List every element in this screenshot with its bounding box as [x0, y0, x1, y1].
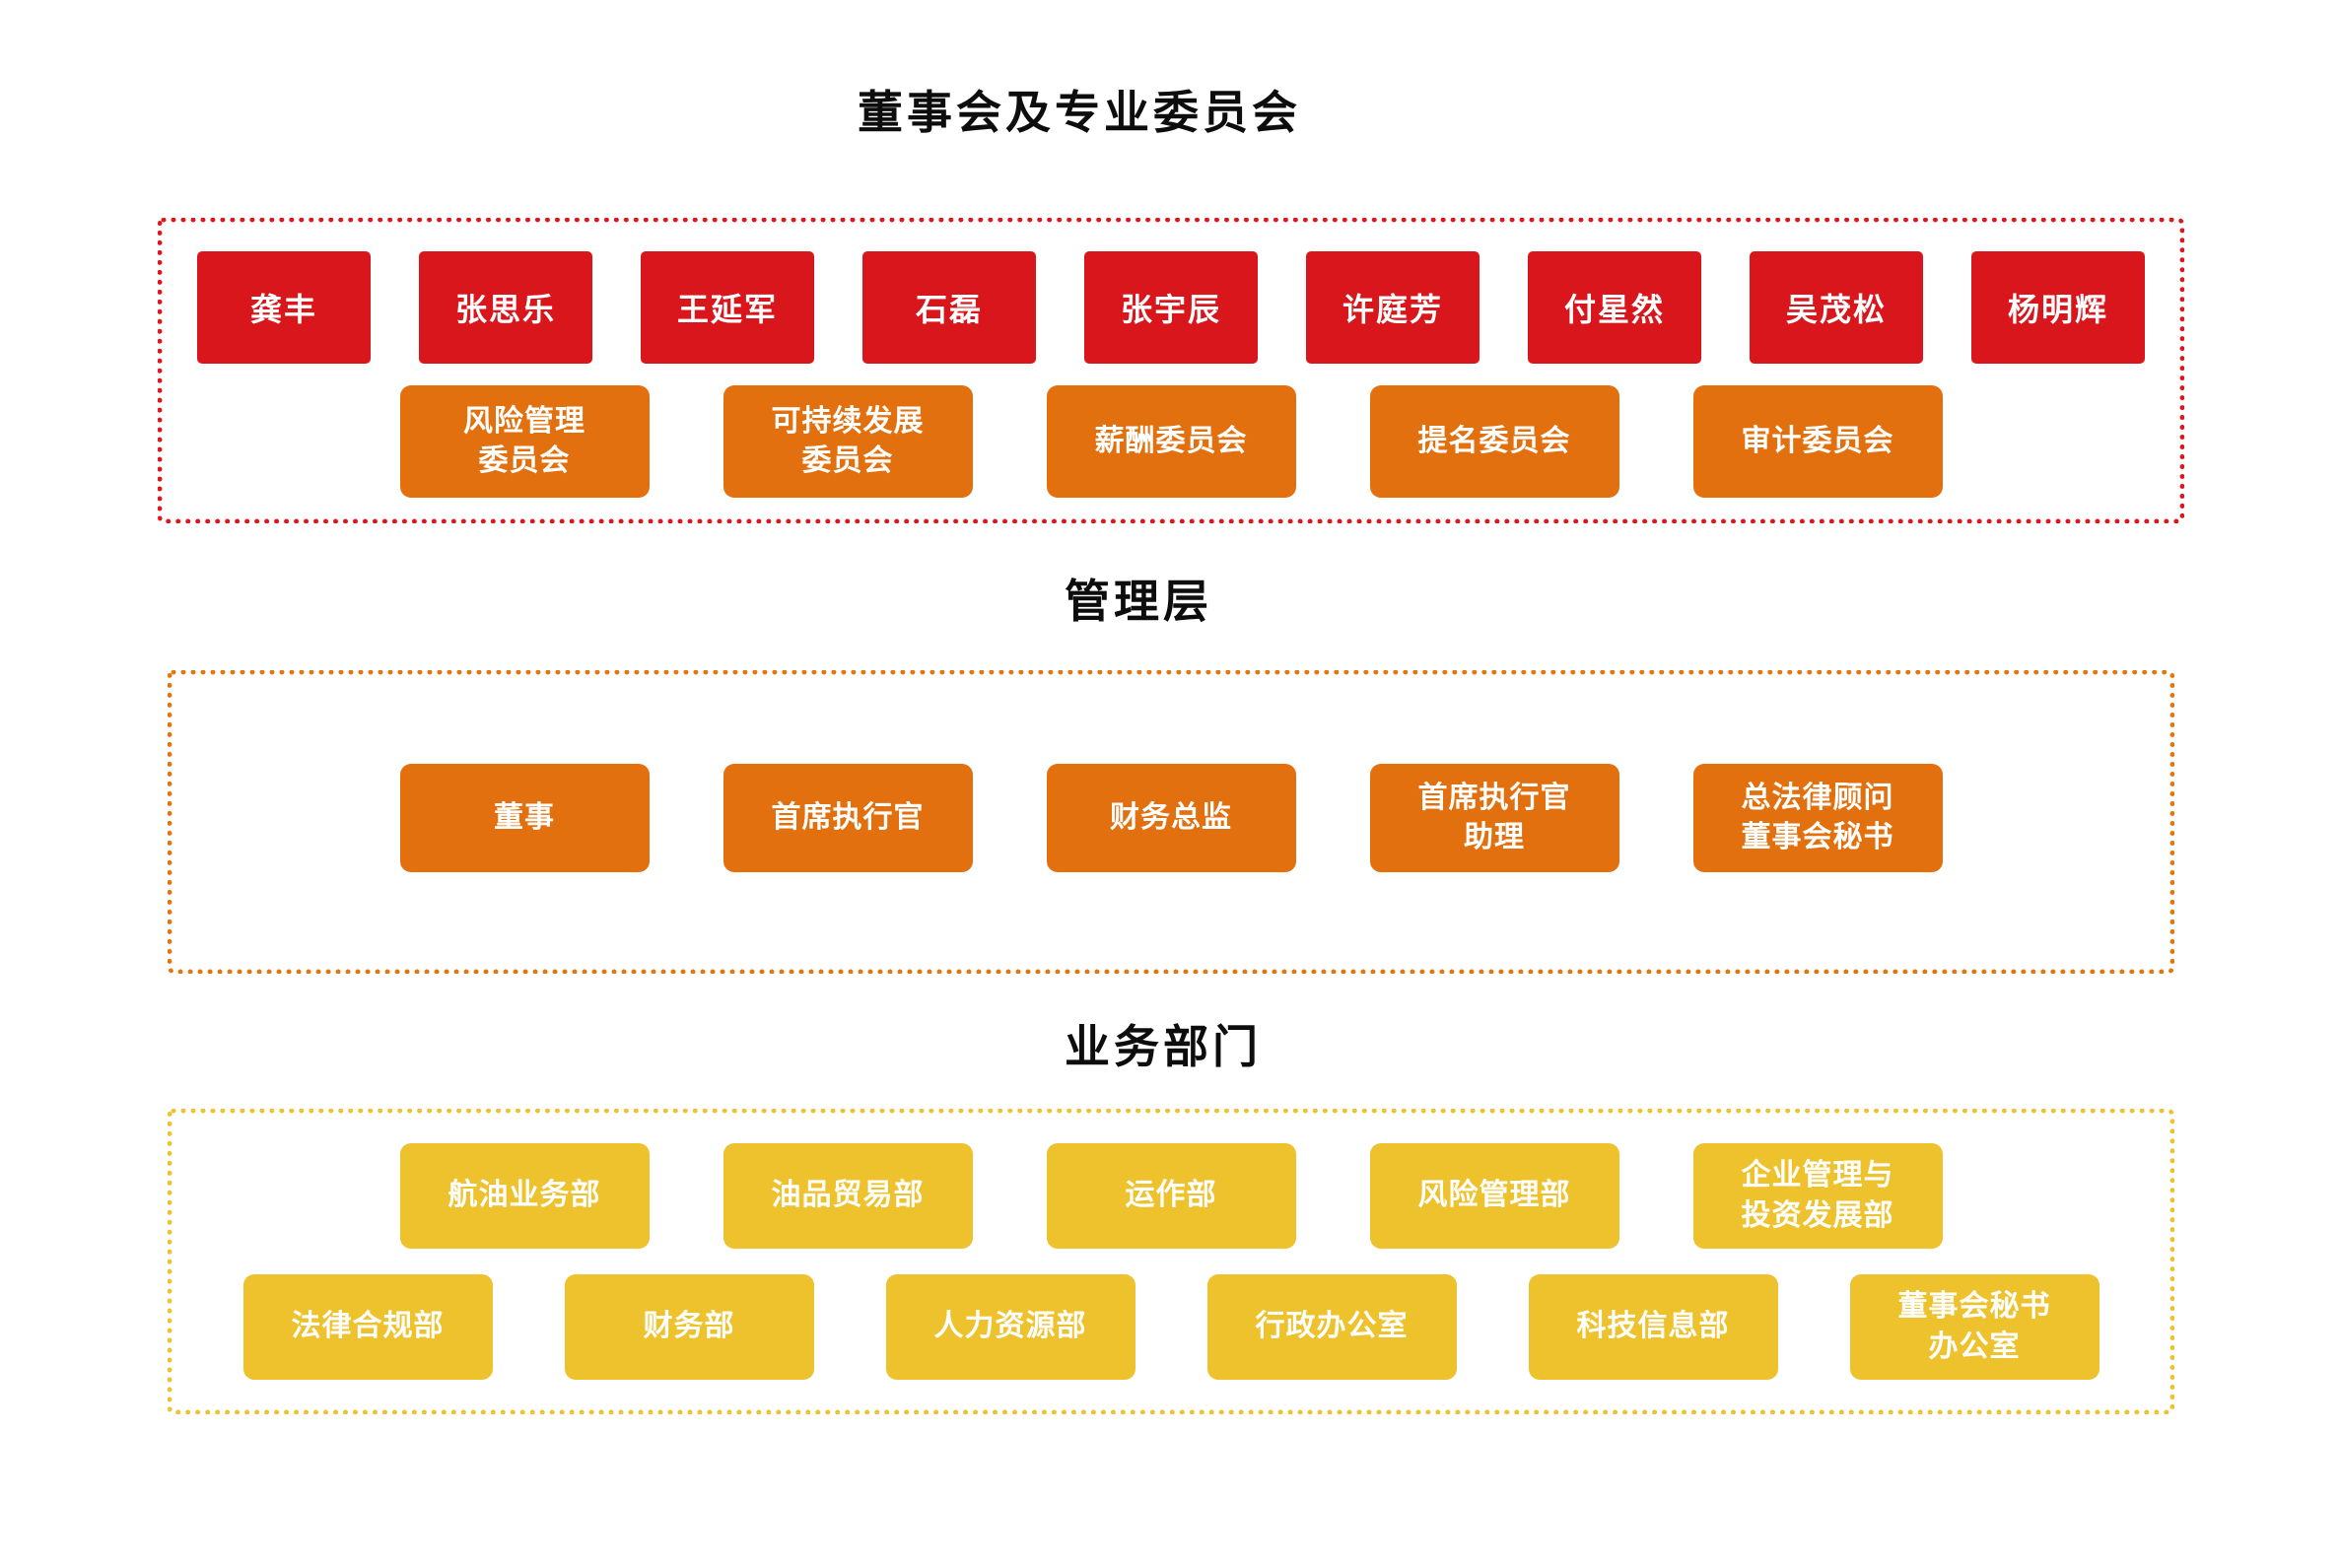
- board-member-box: 吴茂松: [1750, 251, 1923, 364]
- committee-box: 薪酬委员会: [1046, 385, 1296, 498]
- department-box: 人力资源部: [885, 1274, 1136, 1380]
- management-roles-row: 董事 首席执行官 财务总监 首席执行官 助理 总法律顾问 董事会秘书: [172, 764, 2169, 872]
- department-box: 财务部: [564, 1274, 814, 1380]
- board-member-box: 付星然: [1528, 251, 1701, 364]
- department-box: 法律合规部: [242, 1274, 493, 1380]
- board-section-frame: 龚丰 张思乐 王延军 石磊 张宇辰 许庭芳 付星然 吴茂松 杨明辉 风险管理 委…: [158, 218, 2184, 523]
- management-role-box: 董事: [399, 764, 650, 872]
- board-member-box: 张宇辰: [1084, 251, 1258, 364]
- management-role-box: 首席执行官 助理: [1369, 764, 1619, 872]
- board-members-row: 龚丰 张思乐 王延军 石磊 张宇辰 许庭芳 付星然 吴茂松 杨明辉: [163, 251, 2179, 364]
- department-box: 运作部: [1046, 1143, 1296, 1249]
- department-box: 企业管理与 投资发展部: [1692, 1143, 1943, 1249]
- department-box: 董事会秘书 办公室: [1849, 1274, 2099, 1380]
- departments-section-frame: 航油业务部 油品贸易部 运作部 风险管理部 企业管理与 投资发展部 法律合规部 …: [168, 1109, 2174, 1414]
- department-box: 油品贸易部: [723, 1143, 973, 1249]
- committee-box: 审计委员会: [1692, 385, 1943, 498]
- departments-row-1: 航油业务部 油品贸易部 运作部 风险管理部 企业管理与 投资发展部: [172, 1143, 2169, 1249]
- department-box: 行政办公室: [1206, 1274, 1457, 1380]
- department-box: 航油业务部: [399, 1143, 650, 1249]
- board-member-box: 张思乐: [419, 251, 592, 364]
- board-section-title: 董事会及专业委员会: [858, 87, 1301, 138]
- management-role-box: 首席执行官: [723, 764, 973, 872]
- board-member-box: 杨明辉: [1971, 251, 2145, 364]
- department-box: 科技信息部: [1528, 1274, 1778, 1380]
- board-member-box: 龚丰: [197, 251, 371, 364]
- departments-section-title: 业务部门: [1065, 1021, 1262, 1072]
- committee-box: 风险管理 委员会: [399, 385, 650, 498]
- department-box: 风险管理部: [1369, 1143, 1619, 1249]
- board-member-box: 石磊: [862, 251, 1036, 364]
- management-section-title: 管理层: [1065, 576, 1212, 627]
- committee-box: 提名委员会: [1369, 385, 1619, 498]
- departments-row-2: 法律合规部 财务部 人力资源部 行政办公室 科技信息部 董事会秘书 办公室: [172, 1274, 2169, 1380]
- management-section-frame: 董事 首席执行官 财务总监 首席执行官 助理 总法律顾问 董事会秘书: [168, 670, 2174, 974]
- committee-box: 可持续发展 委员会: [723, 385, 973, 498]
- board-member-box: 许庭芳: [1306, 251, 1480, 364]
- management-role-box: 总法律顾问 董事会秘书: [1692, 764, 1943, 872]
- board-committees-row: 风险管理 委员会 可持续发展 委员会 薪酬委员会 提名委员会 审计委员会: [163, 385, 2179, 498]
- board-member-box: 王延军: [641, 251, 814, 364]
- management-role-box: 财务总监: [1046, 764, 1296, 872]
